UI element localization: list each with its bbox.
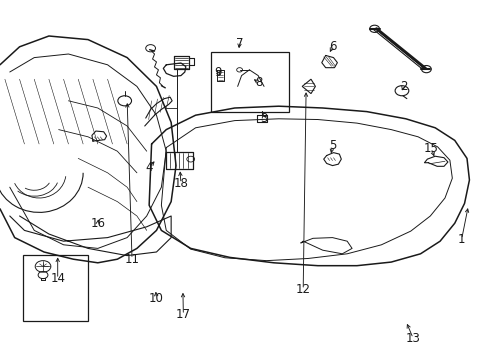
Text: 18: 18 [173, 177, 188, 190]
Text: 2: 2 [399, 80, 407, 93]
Text: 9: 9 [213, 66, 221, 78]
Text: 17: 17 [176, 309, 190, 321]
Text: 15: 15 [423, 142, 438, 155]
Text: 16: 16 [90, 217, 105, 230]
Text: 14: 14 [50, 273, 65, 285]
Text: 3: 3 [260, 112, 267, 125]
Bar [23, 255, 88, 321]
Text: 6: 6 [328, 40, 336, 53]
Text: 1: 1 [457, 233, 465, 246]
Text: 5: 5 [328, 139, 336, 152]
Bar [211, 52, 289, 112]
Text: 8: 8 [255, 76, 263, 89]
Text: 4: 4 [145, 161, 153, 174]
Text: 11: 11 [124, 253, 139, 266]
Text: 7: 7 [235, 37, 243, 50]
Text: 13: 13 [405, 332, 420, 345]
Text: 12: 12 [295, 283, 310, 296]
Text: 10: 10 [149, 292, 163, 305]
